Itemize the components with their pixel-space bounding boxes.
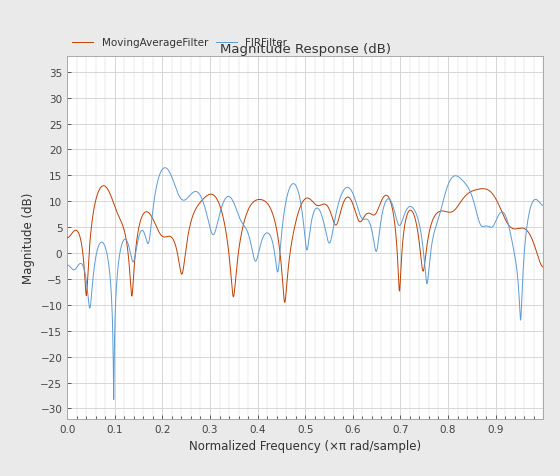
- Line: MovingAverageFilter: MovingAverageFilter: [67, 186, 543, 303]
- MovingAverageFilter: [485, 188, 492, 194]
- MovingAverageFilter: [510, 227, 516, 232]
- FIRFilter: [451, 174, 458, 179]
- FIRFilter: [162, 166, 169, 171]
- FIRFilter: [381, 201, 388, 207]
- FIRFilter: [510, 245, 516, 251]
- Y-axis label: Magnitude (dB): Magnitude (dB): [22, 192, 35, 284]
- FIRFilter: [64, 263, 71, 268]
- FIRFilter: [528, 204, 534, 209]
- MovingAverageFilter: [381, 193, 388, 199]
- MovingAverageFilter: [528, 234, 534, 240]
- FIRFilter: [101, 243, 108, 249]
- FIRFilter: [485, 224, 492, 230]
- X-axis label: Normalized Frequency (×π rad/sample): Normalized Frequency (×π rad/sample): [189, 439, 421, 452]
- FIRFilter: [540, 203, 547, 209]
- MovingAverageFilter: [540, 265, 547, 270]
- MovingAverageFilter: [101, 184, 108, 189]
- Legend: MovingAverageFilter, FIRFilter: MovingAverageFilter, FIRFilter: [72, 39, 287, 48]
- Line: FIRFilter: FIRFilter: [67, 169, 543, 400]
- Title: Magnitude Response (dB): Magnitude Response (dB): [220, 43, 391, 56]
- FIRFilter: [110, 397, 117, 403]
- MovingAverageFilter: [100, 183, 107, 189]
- MovingAverageFilter: [281, 300, 288, 306]
- MovingAverageFilter: [64, 236, 71, 241]
- MovingAverageFilter: [451, 208, 458, 214]
